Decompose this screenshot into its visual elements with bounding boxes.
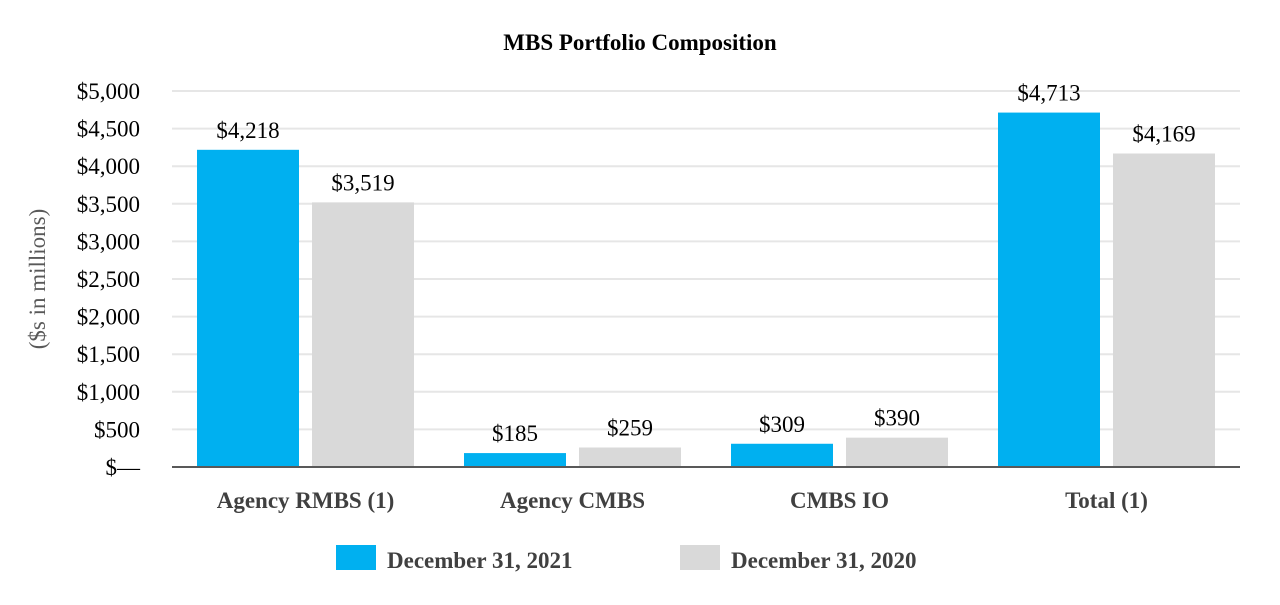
bar-dec-2020-2 <box>846 437 948 467</box>
y-axis-label: ($s in millions) <box>25 209 50 350</box>
x-tick-label: Agency CMBS <box>500 488 645 513</box>
bar-dec-2020-3 <box>1113 153 1215 467</box>
chart-title: MBS Portfolio Composition <box>503 30 777 55</box>
data-label: $4,169 <box>1132 121 1195 146</box>
bar-dec-2021-1 <box>464 453 566 467</box>
data-label: $3,519 <box>331 170 394 195</box>
x-tick-label: CMBS IO <box>790 488 889 513</box>
legend-label: December 31, 2021 <box>387 548 572 573</box>
x-tick-label: Total (1) <box>1065 488 1148 513</box>
y-tick-label: $1,000 <box>77 380 140 405</box>
data-labels: $4,218 $3,519 $185 $259 $309 $390 $4,713 $4,169 <box>216 81 1195 447</box>
legend-swatch <box>336 545 376 570</box>
data-label: $309 <box>759 412 805 437</box>
data-label: $185 <box>492 421 538 446</box>
y-tick-label: $2,500 <box>77 267 140 292</box>
legend: December 31, 2021 December 31, 2020 <box>336 545 916 573</box>
x-axis-ticks: Agency RMBS (1) Agency CMBS CMBS IO Total (… <box>217 488 1148 513</box>
y-axis-ticks: $— $500 $1,000 $1,500 $2,000 $2,500 $3,000 $3,5… <box>77 79 141 480</box>
x-tick-label: Agency RMBS (1) <box>217 488 395 513</box>
y-tick-label: $4,000 <box>77 154 140 179</box>
y-tick-label: $4,500 <box>77 117 140 142</box>
data-label: $390 <box>874 406 920 431</box>
bar-dec-2021-3 <box>998 112 1100 467</box>
legend-label: December 31, 2020 <box>731 548 916 573</box>
bar-dec-2020-0 <box>312 202 414 467</box>
data-label: $4,713 <box>1017 81 1080 106</box>
legend-swatch <box>680 545 720 570</box>
bar-dec-2021-2 <box>731 443 833 467</box>
y-tick-label: $3,000 <box>77 229 140 254</box>
data-label: $259 <box>607 416 653 441</box>
y-tick-label: $500 <box>94 417 140 442</box>
bar-dec-2021-0 <box>197 149 299 467</box>
y-tick-label: $— <box>106 455 142 480</box>
y-tick-label: $3,500 <box>77 192 140 217</box>
y-tick-label: $1,500 <box>77 342 140 367</box>
data-label: $4,218 <box>216 118 279 143</box>
bars <box>197 112 1215 467</box>
bar-dec-2020-1 <box>579 447 681 467</box>
y-tick-label: $2,000 <box>77 305 140 330</box>
y-tick-label: $5,000 <box>77 79 140 104</box>
